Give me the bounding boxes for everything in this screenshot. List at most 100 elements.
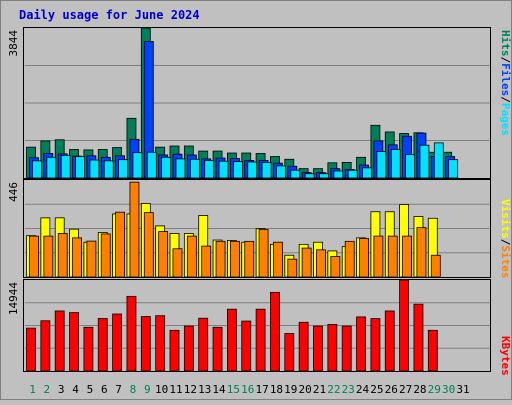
bar-kbytes-day-17 bbox=[255, 308, 266, 372]
day-label-31: 31 bbox=[456, 383, 469, 396]
day-label-17: 17 bbox=[255, 383, 268, 396]
bar-kbytes-day-10 bbox=[155, 315, 166, 372]
bar-sites-day-18 bbox=[273, 241, 283, 278]
day-label-7: 7 bbox=[115, 383, 122, 396]
bar-sites-day-23 bbox=[344, 240, 355, 278]
day-label-26: 26 bbox=[385, 383, 398, 396]
legend-files: Files bbox=[499, 63, 512, 96]
bar-sites-day-21 bbox=[316, 249, 326, 278]
bar-pages-day-25 bbox=[376, 151, 387, 179]
bar-sites-day-25 bbox=[373, 235, 384, 278]
bar-sites-day-24 bbox=[359, 238, 369, 278]
bar-kbytes-day-27 bbox=[399, 279, 410, 372]
bar-kbytes-day-9 bbox=[140, 316, 151, 372]
bar-kbytes-day-6 bbox=[97, 318, 108, 372]
bar-sites-day-14 bbox=[215, 240, 226, 278]
bar-pages-day-4 bbox=[75, 156, 85, 179]
bar-sites-day-2 bbox=[43, 235, 54, 278]
legend-visits: Visits bbox=[499, 199, 512, 239]
bar-kbytes-day-8 bbox=[126, 295, 137, 372]
bar-pages-day-12 bbox=[189, 158, 200, 179]
y-max-label-hits: 3844 bbox=[7, 30, 20, 57]
bar-kbytes-day-11 bbox=[169, 329, 180, 372]
bar-pages-day-11 bbox=[175, 158, 186, 179]
day-label-13: 13 bbox=[198, 383, 211, 396]
bar-pages-day-18 bbox=[276, 165, 286, 179]
day-label-2: 2 bbox=[44, 383, 51, 396]
bar-pages-day-22 bbox=[333, 170, 344, 179]
day-labels: 1 2 3 4 5 6 7 8 9 10 11 12 13 14 15 16 17 18 19 20 21 22 23 24 2… bbox=[29, 383, 469, 396]
bar-pages-day-2 bbox=[46, 156, 57, 179]
bar-pages-day-21 bbox=[319, 173, 329, 179]
bar-kbytes-day-7 bbox=[112, 313, 122, 372]
day-label-19: 19 bbox=[284, 383, 297, 396]
day-label-22: 22 bbox=[327, 383, 340, 396]
bar-pages-day-9 bbox=[146, 151, 157, 179]
bar-pages-day-6 bbox=[103, 160, 114, 179]
legend-sites: Sites bbox=[499, 245, 512, 278]
bar-kbytes-day-26 bbox=[384, 310, 395, 372]
bar-kbytes-day-3 bbox=[54, 310, 65, 372]
bar-sites-day-10 bbox=[158, 231, 169, 278]
day-label-6: 6 bbox=[101, 383, 108, 396]
bar-kbytes-day-23 bbox=[341, 325, 352, 372]
bar-pages-day-15 bbox=[232, 161, 243, 179]
day-label-29: 29 bbox=[428, 383, 441, 396]
legend-visits-sites: Visits/Sites bbox=[499, 199, 512, 279]
bar-kbytes-day-20 bbox=[298, 321, 309, 372]
bar-sites-day-6 bbox=[100, 233, 111, 278]
bar-sites-day-9 bbox=[143, 212, 154, 278]
bar-sites-day-16 bbox=[244, 240, 255, 278]
legend-sep-1: / bbox=[499, 57, 512, 64]
legend-hits: Hits bbox=[499, 30, 512, 57]
bar-sites-day-22 bbox=[330, 256, 341, 278]
bar-sites-day-28 bbox=[416, 227, 427, 278]
bars bbox=[26, 27, 459, 372]
bar-kbytes-day-21 bbox=[313, 325, 323, 372]
day-label-20: 20 bbox=[299, 383, 312, 396]
legend-kbytes-block: KBytes bbox=[499, 336, 512, 376]
bar-kbytes-day-18 bbox=[270, 291, 280, 372]
day-label-30: 30 bbox=[442, 383, 455, 396]
bar-pages-day-17 bbox=[261, 161, 272, 179]
bar-sites-day-26 bbox=[387, 235, 398, 278]
bar-kbytes-day-29 bbox=[427, 329, 438, 372]
bar-kbytes-day-24 bbox=[356, 316, 366, 372]
bar-kbytes-day-19 bbox=[284, 333, 295, 372]
y-max-label-visits: 446 bbox=[7, 182, 20, 202]
bar-sites-day-11 bbox=[172, 248, 183, 278]
bar-kbytes-day-14 bbox=[212, 326, 223, 372]
bar-pages-day-23 bbox=[347, 169, 358, 179]
bar-pages-day-27 bbox=[405, 154, 416, 179]
bar-sites-day-7 bbox=[115, 211, 125, 278]
day-label-4: 4 bbox=[72, 383, 79, 396]
bar-pages-day-10 bbox=[161, 156, 172, 179]
bar-pages-day-16 bbox=[247, 161, 258, 179]
bar-kbytes-day-2 bbox=[40, 320, 51, 372]
chart-title: Daily usage for June 2024 bbox=[19, 8, 200, 22]
day-label-28: 28 bbox=[413, 383, 426, 396]
bar-kbytes-day-13 bbox=[198, 317, 209, 372]
bar-pages-day-30 bbox=[448, 159, 459, 179]
day-label-5: 5 bbox=[87, 383, 94, 396]
bar-kbytes-day-5 bbox=[83, 326, 94, 372]
day-label-23: 23 bbox=[342, 383, 355, 396]
bar-pages-day-19 bbox=[290, 169, 301, 179]
bar-kbytes-day-12 bbox=[183, 325, 194, 372]
day-label-24: 24 bbox=[356, 383, 370, 396]
day-label-9: 9 bbox=[144, 383, 151, 396]
day-label-16: 16 bbox=[241, 383, 254, 396]
legend-kbytes: KBytes bbox=[499, 336, 512, 376]
bar-pages-day-29 bbox=[433, 142, 444, 179]
bar-kbytes-day-15 bbox=[226, 308, 237, 372]
bar-sites-day-19 bbox=[287, 258, 298, 278]
bar-sites-day-4 bbox=[72, 237, 82, 278]
bar-sites-day-27 bbox=[402, 235, 413, 278]
bar-sites-day-17 bbox=[258, 229, 269, 278]
bar-sites-day-20 bbox=[301, 247, 312, 278]
bar-kbytes-day-16 bbox=[241, 320, 252, 372]
bar-sites-day-1 bbox=[29, 235, 39, 278]
bar-pages-day-14 bbox=[218, 160, 229, 179]
day-label-10: 10 bbox=[155, 383, 168, 396]
